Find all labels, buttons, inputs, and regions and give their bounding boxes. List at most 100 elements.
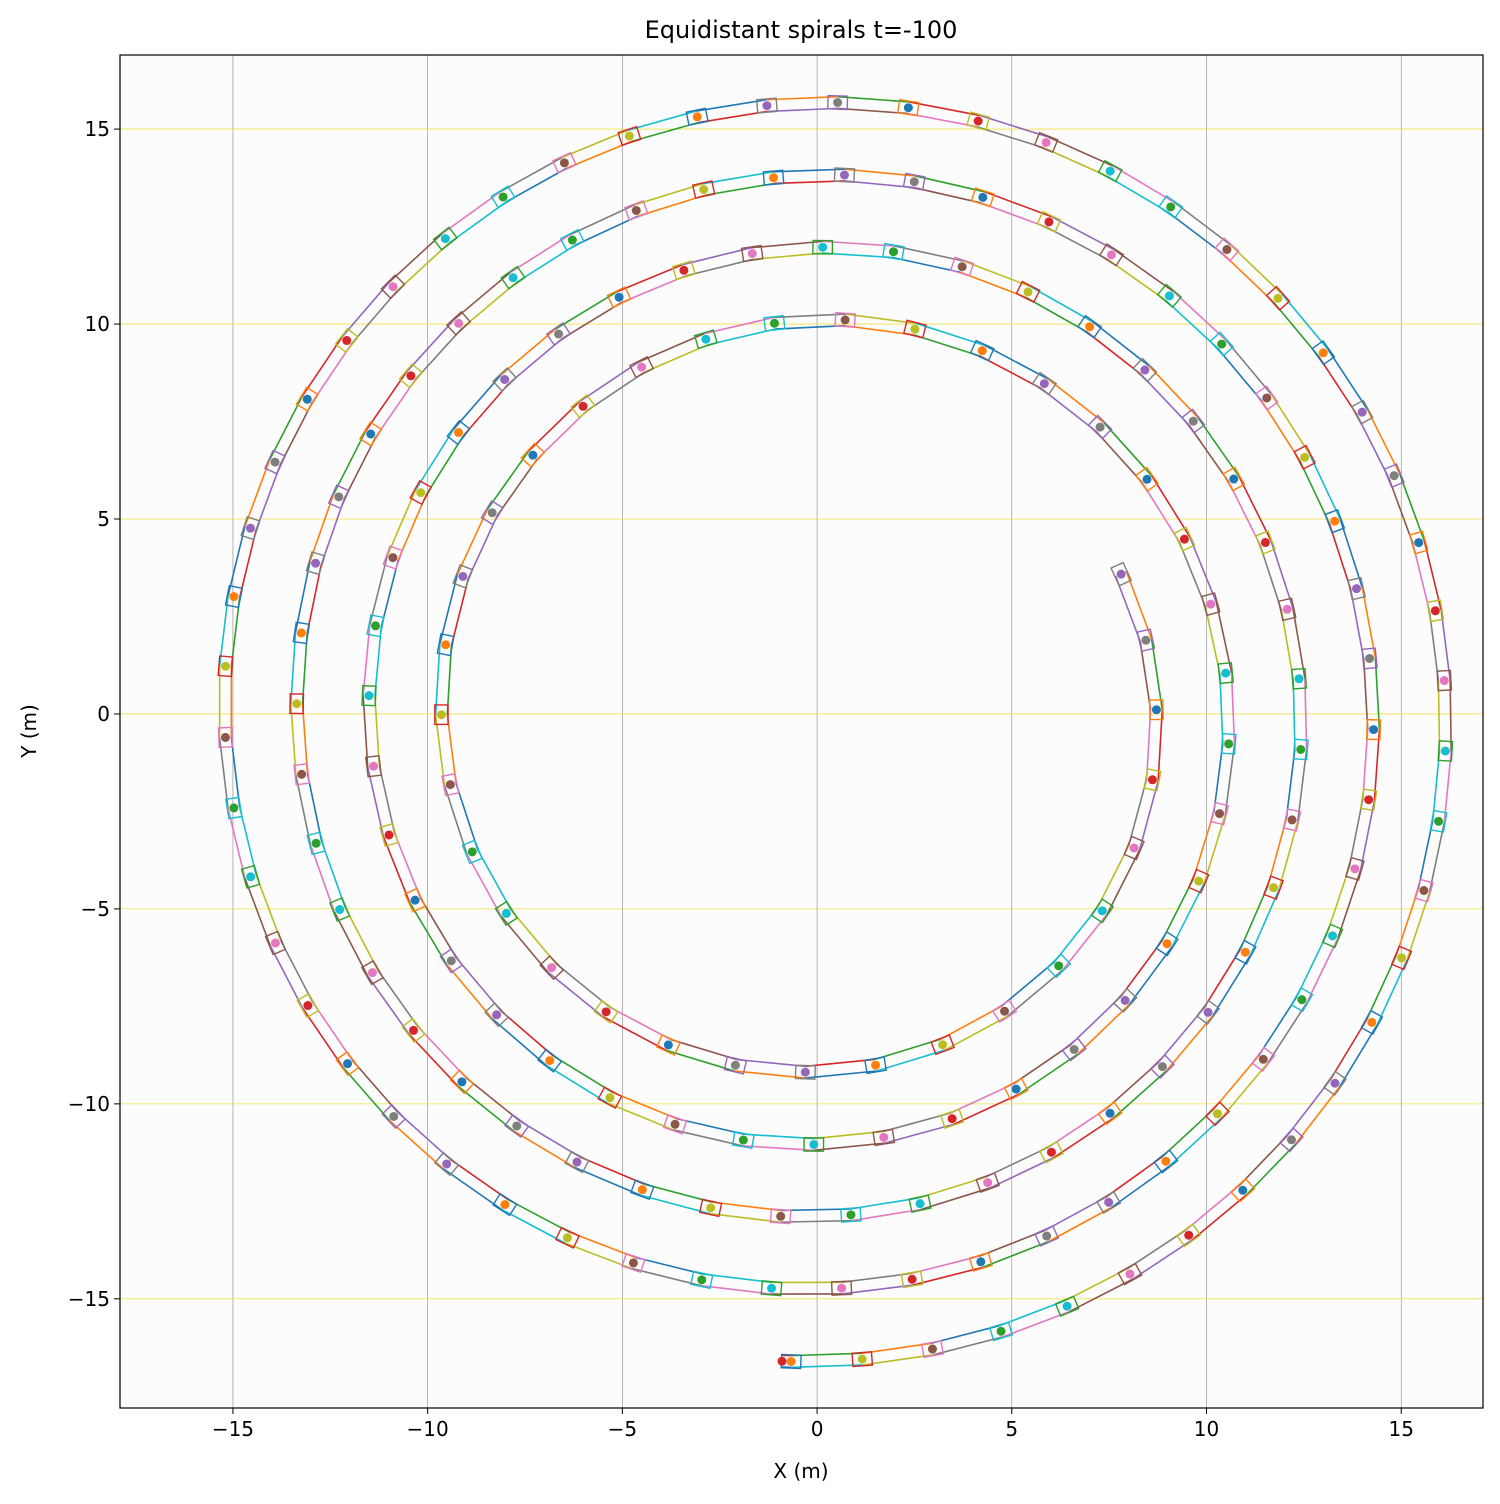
- segment-point: [1397, 953, 1406, 962]
- segment-point: [500, 375, 509, 384]
- segment-point: [638, 1185, 647, 1194]
- segment-point: [416, 488, 425, 497]
- y-tick-label: 15: [85, 117, 110, 141]
- y-tick-label: −10: [68, 1092, 110, 1116]
- segment-point: [1441, 747, 1450, 756]
- segment-point: [1288, 815, 1297, 824]
- x-tick-label: −15: [212, 1417, 254, 1441]
- segment-point: [739, 1136, 748, 1145]
- segment-point: [292, 699, 301, 708]
- segment-point: [908, 1275, 917, 1284]
- segment-point: [468, 847, 477, 856]
- segment-point: [1042, 138, 1051, 147]
- segment-point: [1141, 636, 1150, 645]
- segment-point: [560, 158, 569, 167]
- segment-point: [1121, 996, 1130, 1005]
- segment-point: [974, 117, 983, 126]
- segment-point: [1106, 167, 1115, 176]
- segment-point: [1143, 475, 1152, 484]
- segment-point: [492, 1010, 501, 1019]
- segment-point: [458, 572, 467, 581]
- x-tick-label: 5: [1005, 1417, 1018, 1441]
- segment-point: [303, 1001, 312, 1010]
- segment-point: [904, 103, 913, 112]
- segment-point: [409, 1026, 418, 1035]
- segment-point: [615, 293, 624, 302]
- segment-point: [389, 1112, 398, 1121]
- segment-point: [1024, 287, 1033, 296]
- segment-point: [371, 621, 380, 630]
- segment-point: [1044, 217, 1053, 226]
- segment-point: [731, 1061, 740, 1070]
- segment-point: [366, 429, 375, 438]
- segment-point: [1106, 1109, 1115, 1118]
- segment-point: [1390, 471, 1399, 480]
- segment-point: [1047, 1148, 1056, 1157]
- segment-point: [697, 1275, 706, 1284]
- segment-point: [303, 395, 312, 404]
- segment-point: [1297, 995, 1306, 1004]
- segment-point: [1000, 1007, 1009, 1016]
- segment-point: [1104, 1198, 1113, 1207]
- segment-point: [1054, 961, 1063, 970]
- segment-point: [1434, 817, 1443, 826]
- segment-point: [1098, 906, 1107, 915]
- segment-point: [488, 508, 497, 517]
- segment-point: [1189, 417, 1198, 426]
- spiral-outer-edge: [1450, 680, 1451, 751]
- segment-point: [1217, 340, 1226, 349]
- segment-point: [1204, 1008, 1213, 1017]
- segment-point: [447, 956, 456, 965]
- segment-point: [297, 628, 306, 637]
- segment-point: [528, 451, 537, 460]
- segment-point: [454, 319, 463, 328]
- segment-point: [1261, 538, 1270, 547]
- segment-point: [441, 234, 450, 243]
- segment-point: [787, 1357, 796, 1366]
- x-tick-label: 10: [1194, 1417, 1219, 1441]
- x-tick-label: −10: [407, 1417, 449, 1441]
- segment-point: [229, 592, 238, 601]
- segment-point: [1063, 1302, 1072, 1311]
- segment-point: [840, 171, 849, 180]
- segment-point: [701, 335, 710, 344]
- chart-title: Equidistant spirals t=-100: [645, 16, 958, 44]
- segment-point: [441, 640, 450, 649]
- segment-point: [637, 363, 646, 372]
- segment-point: [1330, 517, 1339, 526]
- segment-point: [801, 1068, 810, 1077]
- segment-point: [1296, 745, 1305, 754]
- x-tick-label: −5: [608, 1417, 637, 1441]
- segment-point: [388, 282, 397, 291]
- segment-point: [509, 273, 518, 282]
- segment-point: [1319, 348, 1328, 357]
- segment-point: [1440, 676, 1449, 685]
- plot-area: [120, 55, 1483, 1408]
- segment-point: [671, 1120, 680, 1129]
- segment-point: [632, 206, 641, 215]
- segment-point: [1287, 1135, 1296, 1144]
- segment-point: [928, 1345, 937, 1354]
- segment-point: [365, 691, 374, 700]
- segment-point: [1350, 864, 1359, 873]
- segment-point: [1295, 674, 1304, 683]
- y-tick-label: 5: [97, 507, 110, 531]
- segment-point: [311, 559, 320, 568]
- segment-point: [679, 266, 688, 275]
- segment-point: [910, 325, 919, 334]
- segment-point: [369, 762, 378, 771]
- segment-point: [1215, 809, 1224, 818]
- segment-point: [1096, 423, 1105, 432]
- segment-point: [833, 98, 842, 107]
- y-tick-label: 0: [97, 702, 110, 726]
- segment-point: [809, 1140, 818, 1149]
- segment-point: [1364, 795, 1373, 804]
- segment-point: [978, 346, 987, 355]
- segment-point: [605, 1093, 614, 1102]
- segment-point: [664, 1040, 673, 1049]
- segment-point: [442, 1159, 451, 1168]
- segment-point: [454, 428, 463, 437]
- segment-point: [572, 1158, 581, 1167]
